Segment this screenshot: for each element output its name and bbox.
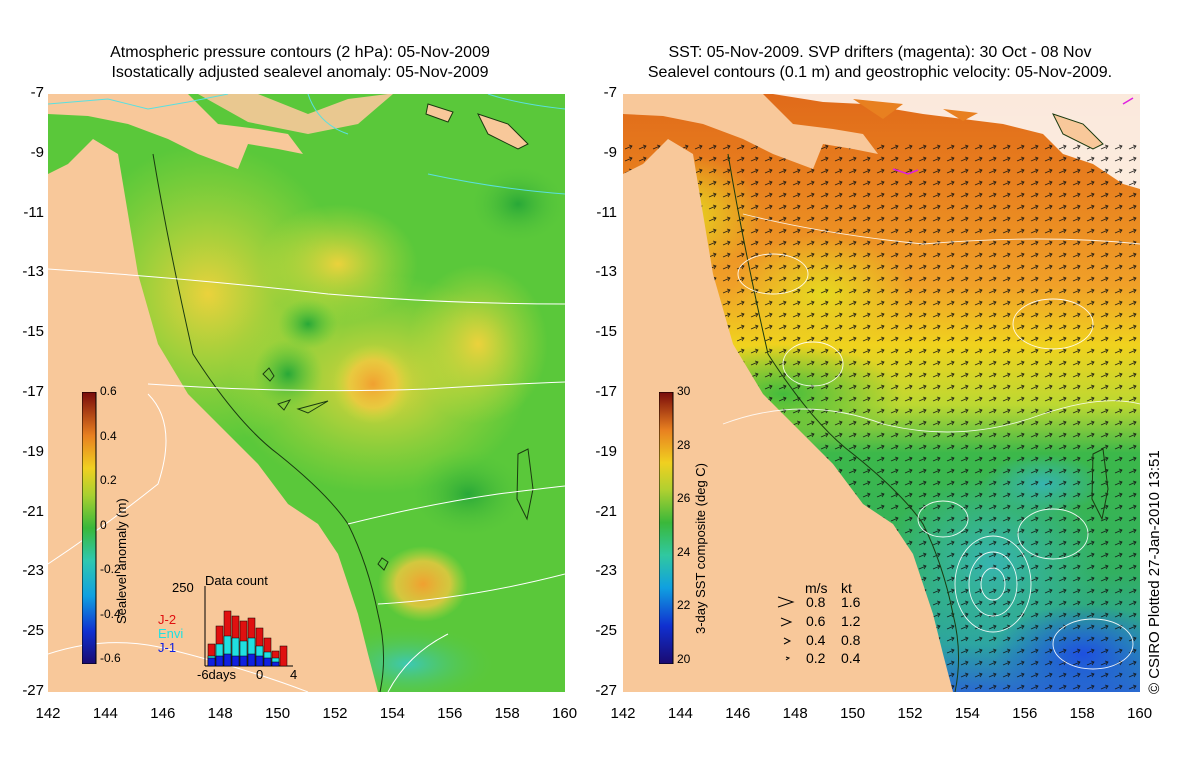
x-tick-label-right: 152	[897, 705, 923, 722]
x-tick-label-right: 158	[1069, 705, 1095, 722]
velocity-row-4-ms: 0.2	[806, 650, 826, 666]
x-tick-label-right: 150	[840, 705, 866, 722]
sla-colorbar-tick: -0.6	[100, 651, 121, 665]
sla-colorbar-tick: 0.6	[100, 384, 117, 398]
sla-colorbar-tick: 0.2	[100, 473, 117, 487]
y-tick-label-left: -7	[30, 84, 44, 101]
sst-colorbar-tick: 28	[677, 437, 691, 452]
sst-colorbar-tick: 22	[677, 598, 691, 612]
count-bar-j1	[271, 661, 280, 667]
sla-colorbar-tick: -0.4	[100, 606, 121, 621]
sla-colorbar-label: Sealevel anomaly (m)	[114, 498, 129, 624]
velocity-legend-arrows	[777, 596, 795, 661]
y-tick-label-left: -13	[22, 263, 44, 281]
x-tick-label-left: 150	[265, 705, 291, 722]
land-png	[48, 94, 303, 169]
y-tick-label-left: -21	[22, 502, 44, 520]
count-bar-j1	[215, 655, 224, 667]
land-australia	[48, 139, 378, 692]
data-count-x0: -6days	[197, 667, 237, 682]
velocity-header-ms: m/s	[805, 580, 828, 596]
x-tick-label-right: 148	[782, 705, 808, 722]
y-tick-label-left: -17	[22, 383, 44, 400]
sat-j1-label: J-1	[158, 640, 177, 655]
count-bar-j1	[231, 655, 240, 667]
x-tick-label-left: 160	[552, 705, 578, 722]
x-tick-label-right: 154	[954, 705, 980, 722]
sla-colorbar	[82, 392, 97, 664]
sst-colorbar-tick: 20	[677, 651, 691, 666]
credit-text: © CSIRO Plotted 27-Jan-2010 13:51	[1146, 450, 1163, 694]
velocity-row-1-ms: 0.8	[806, 594, 826, 610]
data-count-inset	[204, 586, 293, 667]
sst-colorbar-tick: 26	[677, 491, 691, 505]
data-count-x2: 4	[290, 667, 298, 682]
y-tick-label-right: -13	[595, 263, 617, 281]
x-tick-label-right: 160	[1127, 705, 1153, 722]
y-tick-label-left: -11	[23, 203, 44, 221]
data-count-max: 250	[172, 580, 194, 595]
y-tick-label-left: -27	[22, 682, 44, 699]
count-bar-j1	[263, 657, 272, 667]
x-tick-label-left: 158	[494, 705, 520, 722]
count-bar-j1	[255, 655, 264, 667]
y-tick-label-right: -15	[595, 323, 617, 341]
velocity-row-4-kt: 0.4	[841, 650, 861, 666]
y-tick-label-right: -7	[603, 84, 617, 101]
sst-colorbar-tick: 30	[677, 384, 691, 398]
count-bar-j1	[247, 653, 256, 667]
count-bar-j1	[223, 653, 232, 667]
y-tick-label-left: -23	[22, 562, 44, 580]
y-tick-label-right: -19	[595, 442, 617, 460]
y-tick-label-right: -11	[596, 203, 617, 221]
velocity-row-3-ms: 0.4	[806, 632, 826, 648]
sla-colorbar-tick: -0.2	[100, 562, 121, 576]
sat-envi-label: Envi	[158, 626, 184, 641]
velocity-row-1-kt: 1.6	[841, 594, 861, 610]
y-tick-label-left: -25	[22, 622, 44, 640]
x-tick-label-right: 144	[667, 705, 693, 722]
velocity-row-3-kt: 0.8	[841, 632, 861, 648]
count-bar-j2	[279, 645, 288, 667]
x-tick-label-right: 142	[610, 705, 636, 722]
x-tick-label-right: 156	[1012, 705, 1038, 722]
y-tick-label-right: -23	[595, 562, 617, 580]
x-tick-label-left: 154	[379, 705, 405, 722]
y-tick-label-right: -27	[595, 682, 617, 699]
data-count-x1: 0	[256, 667, 264, 682]
left-title-line1: Atmospheric pressure contours (2 hPa): 0…	[110, 44, 490, 61]
y-tick-label-left: -9	[30, 143, 44, 161]
sst-colorbar	[659, 392, 674, 664]
x-tick-label-right: 146	[725, 705, 751, 722]
y-tick-label-left: -19	[22, 442, 44, 460]
left-title-line2: Isostatically adjusted sealevel anomaly:…	[111, 64, 489, 81]
y-tick-label-right: -17	[595, 383, 617, 400]
sst-map	[623, 94, 1140, 692]
x-tick-label-left: 156	[437, 705, 463, 722]
y-tick-label-right: -9	[603, 143, 617, 161]
y-tick-label-right: -25	[595, 622, 617, 640]
right-title-line1: SST: 05-Nov-2009. SVP drifters (magenta)…	[668, 44, 1092, 61]
sst-colorbar-tick: 24	[677, 544, 691, 559]
count-bar-j1	[207, 657, 216, 667]
count-bar-j1	[239, 655, 248, 667]
velocity-header-kt: kt	[841, 580, 852, 596]
right-title-line2: Sealevel contours (0.1 m) and geostrophi…	[647, 64, 1113, 81]
y-tick-label-right: -21	[595, 502, 617, 520]
x-tick-label-left: 146	[150, 705, 176, 722]
velocity-row-2-ms: 0.6	[806, 613, 826, 629]
velocity-row-2-kt: 1.2	[841, 613, 861, 629]
sla-colorbar-tick: 0.4	[100, 428, 117, 443]
x-tick-label-left: 148	[207, 705, 233, 722]
x-tick-label-left: 152	[322, 705, 348, 722]
y-tick-label-left: -15	[22, 323, 44, 341]
sealevel-anomaly-map	[48, 94, 565, 692]
sla-colorbar-tick: 0	[100, 517, 107, 532]
sst-colorbar-label: 3-day SST composite (deg C)	[693, 463, 708, 634]
data-count-title: Data count	[205, 573, 268, 588]
x-tick-label-left: 142	[35, 705, 61, 722]
x-tick-label-left: 144	[92, 705, 118, 722]
sat-j2-label: J-2	[158, 612, 177, 627]
